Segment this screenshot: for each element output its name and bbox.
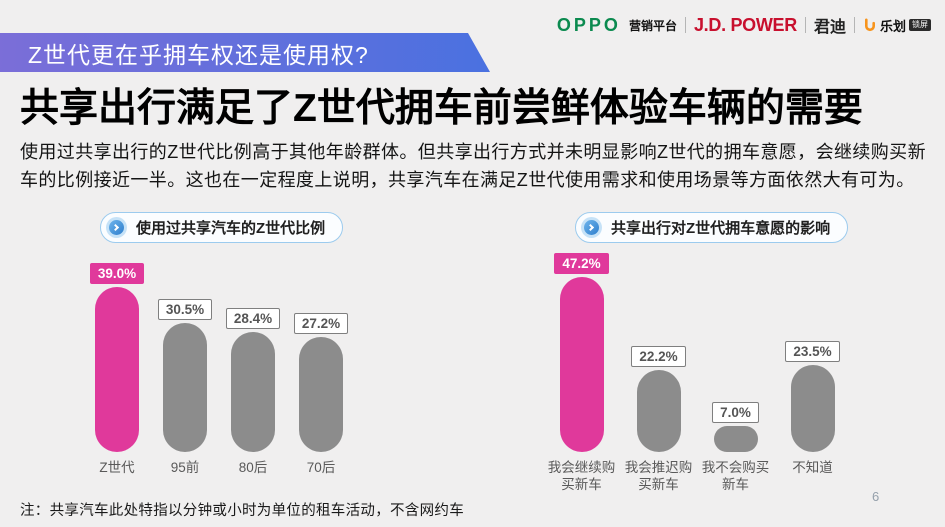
separator bbox=[684, 17, 686, 33]
chart-title-right: 共享出行对Z世代拥车意愿的影响 bbox=[611, 220, 831, 237]
lehua-badge: 锁屏 bbox=[909, 19, 931, 31]
value-label: 28.4% bbox=[225, 308, 281, 329]
category-label: 我会继续购买新车 bbox=[547, 460, 616, 492]
bar bbox=[231, 332, 275, 452]
oppo-logo: OPPO bbox=[556, 14, 621, 35]
separator bbox=[853, 17, 855, 33]
category-label: 80后 bbox=[238, 460, 268, 475]
value-label: 23.5% bbox=[785, 341, 840, 362]
bar bbox=[559, 277, 604, 452]
category-label: 95前 bbox=[170, 460, 200, 475]
bar bbox=[299, 337, 343, 452]
value-label: 47.2% bbox=[554, 253, 609, 274]
footnote: 注：共享汽车此处特指以分钟或小时为单位的租车活动，不含网约车 bbox=[20, 503, 464, 519]
oppo-sub-label: 营销平台 bbox=[628, 18, 677, 33]
page-title: 共享出行满足了Z世代拥车前尝鲜体验车辆的需要 bbox=[20, 87, 863, 130]
bar-group: 39.0% Z世代 bbox=[83, 250, 151, 493]
chevron-circle-icon bbox=[581, 217, 602, 238]
category-label: 我会推迟购买新车 bbox=[624, 460, 693, 492]
value-label: 7.0% bbox=[712, 402, 759, 423]
section-banner-text: Z世代更在乎拥车权还是使用权? bbox=[28, 41, 369, 68]
bar bbox=[790, 365, 835, 452]
bar bbox=[163, 323, 207, 452]
bar bbox=[636, 370, 681, 452]
chevron-circle-icon bbox=[106, 217, 127, 238]
chart-title-pill-right: 共享出行对Z世代拥车意愿的影响 bbox=[575, 212, 849, 243]
value-label: 27.2% bbox=[293, 313, 349, 334]
page-number: 6 bbox=[872, 489, 880, 504]
value-label: 39.0% bbox=[89, 263, 145, 284]
bar-group: 47.2% 我会继续购买新车 bbox=[543, 250, 620, 493]
bar-group: 27.2% 70后 bbox=[287, 250, 355, 493]
logo-bar: OPPO 营销平台 J.D. POWER 君迪 乐划 锁屏 bbox=[557, 13, 931, 37]
category-label: 我不会购买新车 bbox=[701, 460, 770, 492]
body-paragraph: 使用过共享出行的Z世代比例高于其他年龄群体。但共享出行方式并未明显影响Z世代的拥… bbox=[20, 142, 926, 190]
bar-group: 22.2% 我会推迟购买新车 bbox=[620, 250, 697, 493]
bar-chart-left: 39.0% Z世代 30.5% 95前 28.4% 80后 27.2% 70后 bbox=[83, 250, 355, 493]
jdpower-logo: J.D. POWER bbox=[693, 14, 797, 35]
lehua-label: 乐划 bbox=[879, 18, 906, 34]
value-label: 22.2% bbox=[631, 346, 686, 367]
bar-group: 30.5% 95前 bbox=[151, 250, 219, 493]
separator bbox=[804, 17, 806, 33]
jdpower-cn-label: 君迪 bbox=[813, 19, 846, 36]
bar bbox=[95, 287, 139, 452]
lehua-bracket-icon bbox=[863, 18, 877, 32]
category-label: Z世代 bbox=[99, 460, 135, 475]
lehua-logo: 乐划 锁屏 bbox=[863, 16, 931, 35]
section-banner: Z世代更在乎拥车权还是使用权? bbox=[0, 33, 490, 72]
category-label: 不知道 bbox=[792, 460, 833, 475]
bar-group: 28.4% 80后 bbox=[219, 250, 287, 493]
bar-group: 7.0% 我不会购买新车 bbox=[697, 250, 774, 493]
chart-title-pill-left: 使用过共享汽车的Z世代比例 bbox=[100, 212, 344, 243]
category-label: 70后 bbox=[306, 460, 336, 475]
bar-group: 23.5% 不知道 bbox=[774, 250, 851, 493]
bar bbox=[713, 426, 758, 452]
value-label: 30.5% bbox=[157, 299, 213, 320]
chart-title-left: 使用过共享汽车的Z世代比例 bbox=[136, 220, 326, 237]
bar-chart-right: 47.2% 我会继续购买新车 22.2% 我会推迟购买新车 7.0% 我不会购买新车 23.… bbox=[543, 250, 851, 493]
